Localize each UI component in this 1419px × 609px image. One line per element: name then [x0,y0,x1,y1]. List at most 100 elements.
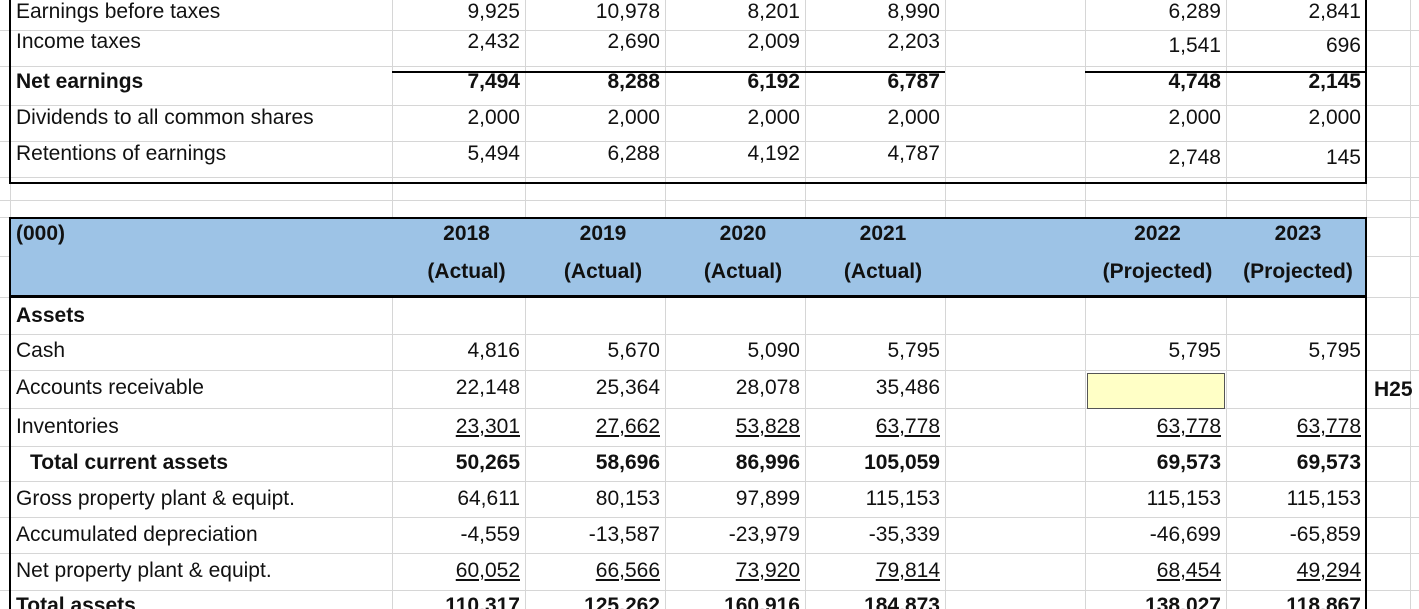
cell-value: 27,662 [595,415,660,438]
row-label: Net earnings [16,70,144,93]
cell-value: -4,559 [460,523,520,546]
grid-line [0,141,1419,142]
cell-value: 118,867 [1286,594,1361,609]
header-band [10,218,1366,296]
row-label: Retentions of earnings [16,142,227,165]
cell-value: 2,145 [1308,70,1361,93]
header-year: 2018 [443,222,490,245]
header-year: 2020 [719,222,767,245]
cell-reference: H25 [1374,378,1413,401]
cell-value: 5,090 [747,339,800,362]
row-label: Accounts receivable [16,376,204,399]
cell-value: 6,787 [887,70,940,93]
grid-line [0,553,1419,554]
cell-value: 69,573 [1296,451,1361,474]
row-label: Total current assets [30,451,229,474]
header-year: 2022 [1134,222,1181,245]
grid-line [0,370,1419,371]
cell-value: 696 [1325,34,1361,57]
border [1085,71,1366,73]
cell-value: 2,432 [467,30,520,53]
row-label: Accumulated depreciation [16,523,258,546]
cell-value: -65,859 [1289,523,1361,546]
cell-value: 58,696 [595,451,660,474]
border [9,217,11,609]
border [9,295,1367,298]
cell-value: 22,148 [455,376,520,399]
cell-value: 25,364 [595,376,660,399]
cell-value: 9,925 [467,0,520,23]
cell-value: 4,192 [747,142,800,165]
cell-value: 2,000 [467,106,520,129]
border [1365,0,1367,183]
cell-value: 8,990 [887,0,940,23]
cell-value: -23,979 [728,523,800,546]
cell-value: 5,795 [887,339,940,362]
cell-value: 60,052 [455,559,520,582]
cell-value: 145 [1325,146,1361,169]
cell-value: 160,916 [724,594,800,609]
grid-line [525,0,526,609]
grid-line [392,0,393,609]
cell-value: 2,690 [607,30,660,53]
cell-value: 10,978 [595,0,660,23]
cell-value: 115,153 [865,487,940,510]
header-status: (Actual) [703,260,783,283]
grid-line [0,446,1419,447]
row-label: Earnings before taxes [16,0,221,23]
row-label: Gross property plant & equipt. [16,487,295,510]
cell-value: 115,153 [1146,487,1221,510]
cell-value: 138,027 [1145,594,1221,609]
selected-cell[interactable] [1087,373,1225,409]
grid-line [0,177,1419,178]
cell-value: 80,153 [595,487,660,510]
cell-value: -13,587 [588,523,660,546]
border [9,217,1367,219]
cell-value: 64,611 [457,487,520,510]
grid-line [1085,0,1086,609]
cell-value: 50,265 [455,451,520,474]
cell-value: -46,699 [1149,523,1221,546]
cell-value: 5,795 [1168,339,1221,362]
border [1365,217,1367,609]
header-status: (Actual) [843,260,923,283]
cell-value: 2,000 [1308,106,1361,129]
cell-value: 97,899 [735,487,800,510]
cell-value: 5,795 [1308,339,1361,362]
cell-value: 6,288 [607,142,660,165]
grid-line [0,30,1419,31]
row-label: Assets [16,304,85,327]
cell-value: 53,828 [735,415,800,438]
cell-value: 110,317 [445,594,520,609]
cell-value: 63,778 [1156,415,1221,438]
cell-value: 6,192 [747,70,800,93]
header-status: (Actual) [563,260,643,283]
cell-value: 49,294 [1296,559,1361,582]
grid-line [665,0,666,609]
cell-value: 7,494 [467,70,520,93]
cell-value: 63,778 [875,415,940,438]
row-label: Total assets [16,594,136,609]
header-label: (000) [16,222,66,245]
grid-line [0,481,1419,482]
header-status: (Projected) [1102,260,1213,283]
cell-value: 2,841 [1308,0,1361,23]
header-year: 2021 [859,222,907,245]
cell-value: 2,000 [1168,106,1221,129]
cell-value: 73,920 [735,559,800,582]
cell-value: 115,153 [1286,487,1361,510]
row-label: Dividends to all common shares [16,106,314,129]
cell-value: 5,494 [467,142,520,165]
cell-value: 1,541 [1168,34,1221,57]
grid-line [0,408,1419,409]
cell-value: 2,000 [747,106,800,129]
grid-line [0,66,1419,67]
grid-line [0,590,1419,591]
border [9,0,11,183]
grid-line [805,0,806,609]
cell-value: 66,566 [595,559,660,582]
cell-value: 105,059 [864,451,940,474]
border [392,71,945,73]
cell-value: 5,670 [607,339,660,362]
grid-line [0,105,1419,106]
